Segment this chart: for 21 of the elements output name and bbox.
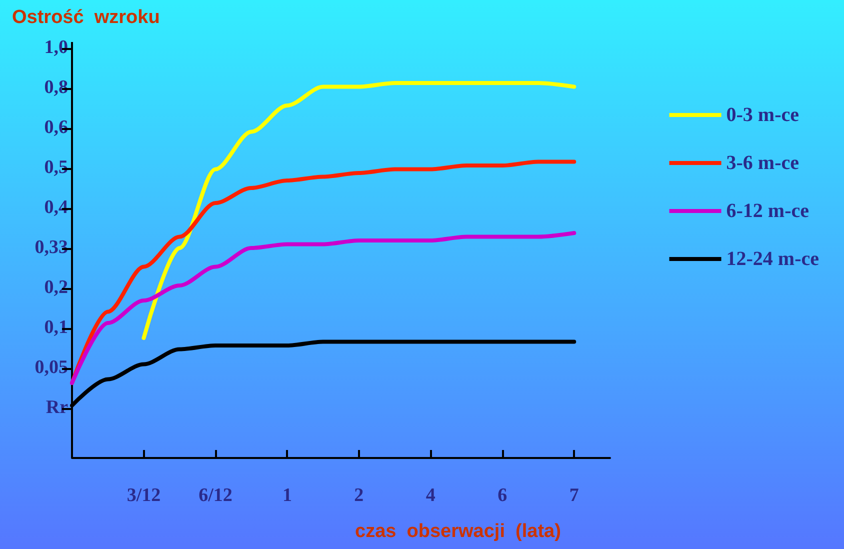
x-axis-title: czas obserwacji (lata) [355, 521, 561, 542]
text: 0,6 [44, 117, 68, 138]
x-tick-label: 1 [282, 485, 292, 506]
y-axis-title: Ostrość wzroku [12, 7, 160, 28]
legend-label: 3-6 m-ce [726, 152, 800, 174]
legend-label: 12-24 m-ce [726, 248, 820, 270]
x-tick-label: 4 [426, 485, 436, 506]
x-tick-label: 7 [569, 485, 580, 506]
x-tick-label: 3/12 [126, 485, 161, 506]
text: 0,05 [34, 357, 68, 378]
legend-label: 6-12 m-ce [726, 200, 810, 222]
legend-label: 0-3 m-ce [726, 104, 800, 126]
text: 0,8 [44, 77, 68, 98]
x-tick-label: 6 [498, 485, 508, 506]
text: 0,5 [44, 157, 68, 178]
text: 0,2 [44, 277, 68, 298]
text: Rr [46, 397, 69, 418]
text: 1,0 [44, 37, 68, 58]
x-tick-label: 6/12 [198, 485, 232, 506]
x-tick-label: 2 [354, 485, 364, 506]
text: 0,33 [34, 237, 68, 258]
